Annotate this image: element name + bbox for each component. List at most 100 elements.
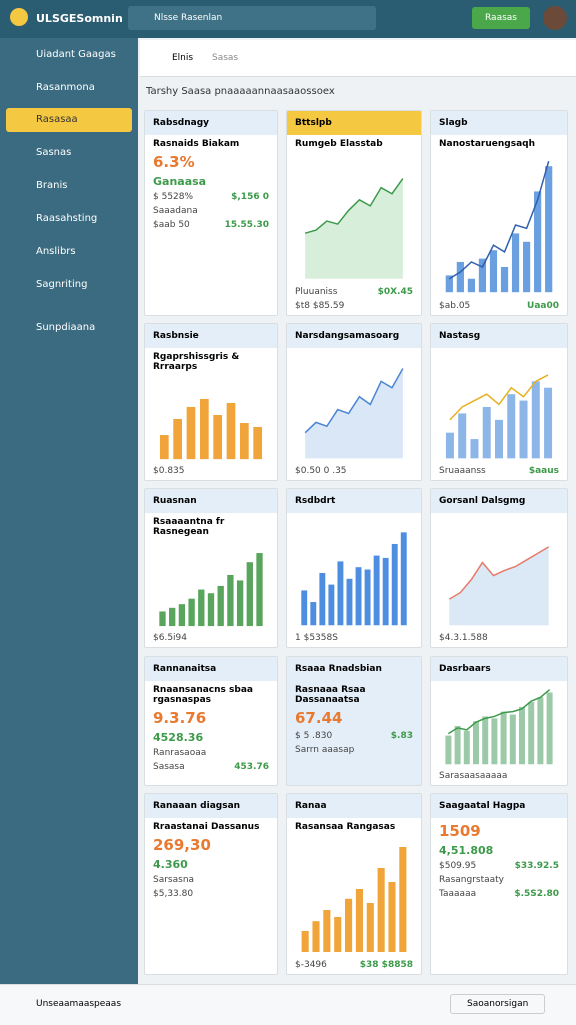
bar [544, 387, 553, 459]
bar [199, 398, 209, 460]
nav-item[interactable]: Raasahsting [36, 213, 98, 224]
button[interactable]: Raasas [472, 7, 530, 29]
bar [454, 726, 461, 765]
card-title: Ranaa [287, 794, 421, 818]
heading: Tarshy Saasa pnaaaaannaasaaossoex [146, 86, 335, 97]
bar [312, 921, 320, 952]
nav-item[interactable]: Branis [36, 180, 68, 191]
card: Gorsanl Dalsgmg $4.3.1.588 [430, 488, 568, 648]
stat-row: Sasasa 453.76 [153, 762, 269, 772]
card-body: Nanostaruengsaqh $ab.05 Uaa00 [431, 135, 567, 315]
nav-item[interactable]: Sunpdiaana [36, 322, 96, 333]
stat-text: $5,33.80 [153, 889, 194, 899]
stat-row: Ranrasaoaa [153, 748, 269, 758]
stat-row: $ab.05 Uaa00 [439, 301, 559, 311]
card-title: Narsdangsamasoarg [287, 324, 421, 348]
card: Slagb Nanostaruengsaqh $ab.05 Uaa00 [430, 110, 568, 316]
bar [478, 258, 487, 293]
chart [439, 517, 559, 626]
chart [445, 153, 553, 293]
bar [491, 718, 498, 765]
card-title: Bttslpb [287, 111, 421, 135]
card: Rasbnsie Rgaprshissgris & Rrraarps $0.835 [144, 323, 278, 481]
nav-item[interactable]: Sasnas [36, 147, 72, 158]
bar [345, 898, 353, 952]
bar [467, 278, 475, 293]
secondary-value: 4528.36 [153, 731, 204, 744]
bar [301, 590, 308, 626]
nav-item[interactable]: Sagnriting [36, 279, 88, 290]
card: Rannanaitsa Rnaansanacns sbaa rgasnaspas 9… [144, 656, 278, 786]
line [449, 547, 548, 599]
card-title: Rannanaitsa [145, 657, 277, 681]
card-subtitle: Rasansaa Rangasas [295, 822, 396, 832]
stat-text: 1 $5358S [295, 633, 338, 643]
chart [301, 847, 407, 952]
stat-row: $-3496 $38 $8858 [295, 960, 413, 970]
secondary-value: 4.360 [153, 858, 188, 871]
card-body: 1 $5358S [287, 513, 421, 647]
bar [159, 611, 166, 627]
card-body: $0.50 0 .35 [287, 348, 421, 480]
bar [226, 402, 236, 460]
bar [528, 702, 535, 765]
card-body: Rsaaaantna fr Rasnegean $6.5i94 [145, 513, 277, 647]
bar [482, 716, 489, 765]
card: Rsdbdrt 1 $5358S [286, 488, 422, 648]
bar [473, 721, 479, 765]
stat-text: 15.55.30 [224, 220, 269, 230]
search[interactable]: Nlsse Rasenlan [128, 6, 376, 30]
logo: ULSGESomnin [36, 12, 123, 25]
card: Bttslpb Rumgeb Elasstab Pluuaniss $0X.45 $t8… [286, 110, 422, 316]
nav-item[interactable]: Rasanmona [36, 82, 95, 93]
nav-item[interactable]: Uiadant Gaagas [36, 49, 116, 60]
bar [301, 931, 309, 952]
stat-row: 1 $5358S [295, 633, 413, 643]
big-value: 1509 [439, 822, 481, 840]
bar [445, 275, 453, 293]
stat-text: $.5S2.80 [514, 889, 559, 899]
stat-text: Saaadana [153, 206, 198, 216]
stat-text: $0.835 [153, 466, 185, 476]
card: Saagaatal Hagpa 1509 4,51.808 $509.95 $33.92… [430, 793, 568, 975]
sidebar: Uiadant Gaagas Rasanmona Rasasaa Sasnas Bran… [0, 38, 138, 984]
card-title: Rsaaa Rnadsbian [287, 657, 421, 681]
chart [295, 352, 413, 459]
bar [373, 555, 380, 626]
nav-item[interactable]: Anslibrs [36, 246, 76, 257]
stat-row: Sarsasna [153, 875, 269, 885]
crumb[interactable]: Sasas [212, 53, 239, 63]
card-subtitle: Rraastanai Dassanus [153, 822, 260, 832]
stat-row: Sruaaanss $aaus [439, 466, 559, 476]
crumb[interactable]: Elnis [172, 53, 194, 63]
bar [382, 557, 389, 626]
stat-row: $4.3.1.588 [439, 633, 559, 643]
bar [500, 267, 509, 293]
bar [531, 381, 540, 459]
avatar[interactable] [543, 6, 567, 30]
nav-item[interactable]: Rasasaa [6, 108, 132, 132]
stat-text: Sasasa [153, 762, 185, 772]
line [449, 161, 548, 279]
stat-row: $ 5 .830 $.83 [295, 731, 413, 741]
bar [355, 567, 362, 626]
bar [240, 423, 249, 460]
bar [217, 585, 224, 627]
big-value: 67.44 [295, 709, 343, 727]
bar [546, 692, 553, 765]
footer-text: Unseaamaaspeaas [36, 999, 122, 1009]
chart [159, 398, 263, 460]
card-title: Gorsanl Dalsgmg [431, 489, 567, 513]
footer: Unseaamaaspeaas Saoanorsigan [0, 984, 576, 1025]
stat-text: $ab.05 [439, 301, 471, 311]
big-value: 6.3% [153, 153, 195, 171]
bar [388, 882, 396, 952]
bar [364, 569, 371, 626]
bar [519, 400, 528, 459]
bar [545, 166, 553, 293]
card-body: Rasansaa Rangasas $-3496 $38 $8858 [287, 818, 421, 974]
bar [227, 574, 234, 627]
line [448, 690, 549, 734]
footer-select[interactable]: Saoanorsigan [450, 994, 546, 1014]
